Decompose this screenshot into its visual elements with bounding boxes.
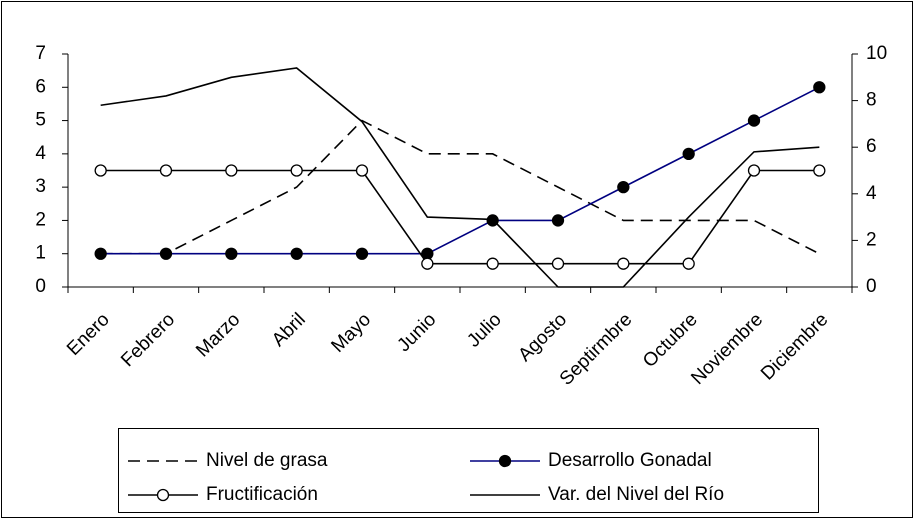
- y-tick-label: 2: [35, 209, 46, 230]
- series-marker: [421, 257, 434, 270]
- legend-marker: [156, 488, 170, 502]
- y-tick-label: 1: [35, 243, 46, 264]
- series-marker: [617, 257, 630, 270]
- y-tick-label: 6: [35, 76, 46, 97]
- series-line: [100, 86, 820, 255]
- series-marker: [94, 247, 107, 260]
- series-marker: [486, 257, 499, 270]
- series-line: [100, 169, 820, 265]
- series-marker: [813, 164, 826, 177]
- series-marker: [813, 81, 826, 94]
- y-tick-label: 5: [35, 110, 46, 131]
- series-marker: [551, 214, 565, 227]
- y2-tick-label: 4: [866, 183, 877, 204]
- series-marker: [159, 247, 173, 260]
- y-tick-label: 7: [35, 43, 46, 64]
- legend-label: Var. del Nivel del Río: [548, 484, 724, 505]
- y2-tick-label: 2: [866, 229, 877, 250]
- series-marker: [355, 247, 369, 260]
- legend-box: [118, 428, 819, 513]
- legend-marker: [498, 454, 512, 468]
- series-marker: [225, 247, 238, 260]
- y-tick-label: 0: [35, 276, 46, 297]
- y2-tick-label: 10: [866, 43, 887, 64]
- series-marker: [290, 247, 303, 260]
- series-marker: [225, 164, 238, 177]
- series-marker: [355, 164, 369, 177]
- series-marker: [682, 147, 695, 161]
- y-tick-label: 4: [35, 143, 46, 164]
- legend-label: Fructificación: [206, 484, 318, 505]
- series-marker: [747, 114, 761, 127]
- legend-label: Desarrollo Gonadal: [548, 450, 712, 471]
- series-marker: [551, 257, 565, 270]
- series-marker: [290, 164, 303, 177]
- series-line: [100, 67, 820, 288]
- series-marker: [94, 164, 107, 177]
- series-marker: [682, 257, 695, 270]
- y-tick-label: 3: [35, 176, 46, 197]
- series-line: [100, 119, 820, 255]
- series-marker: [747, 164, 761, 177]
- y2-tick-label: 8: [866, 90, 877, 111]
- series-marker: [159, 164, 173, 177]
- y2-tick-label: 6: [866, 136, 877, 157]
- series-marker: [617, 180, 630, 194]
- y2-tick-label: 0: [866, 276, 877, 297]
- legend-label: Nivel de grasa: [206, 450, 328, 471]
